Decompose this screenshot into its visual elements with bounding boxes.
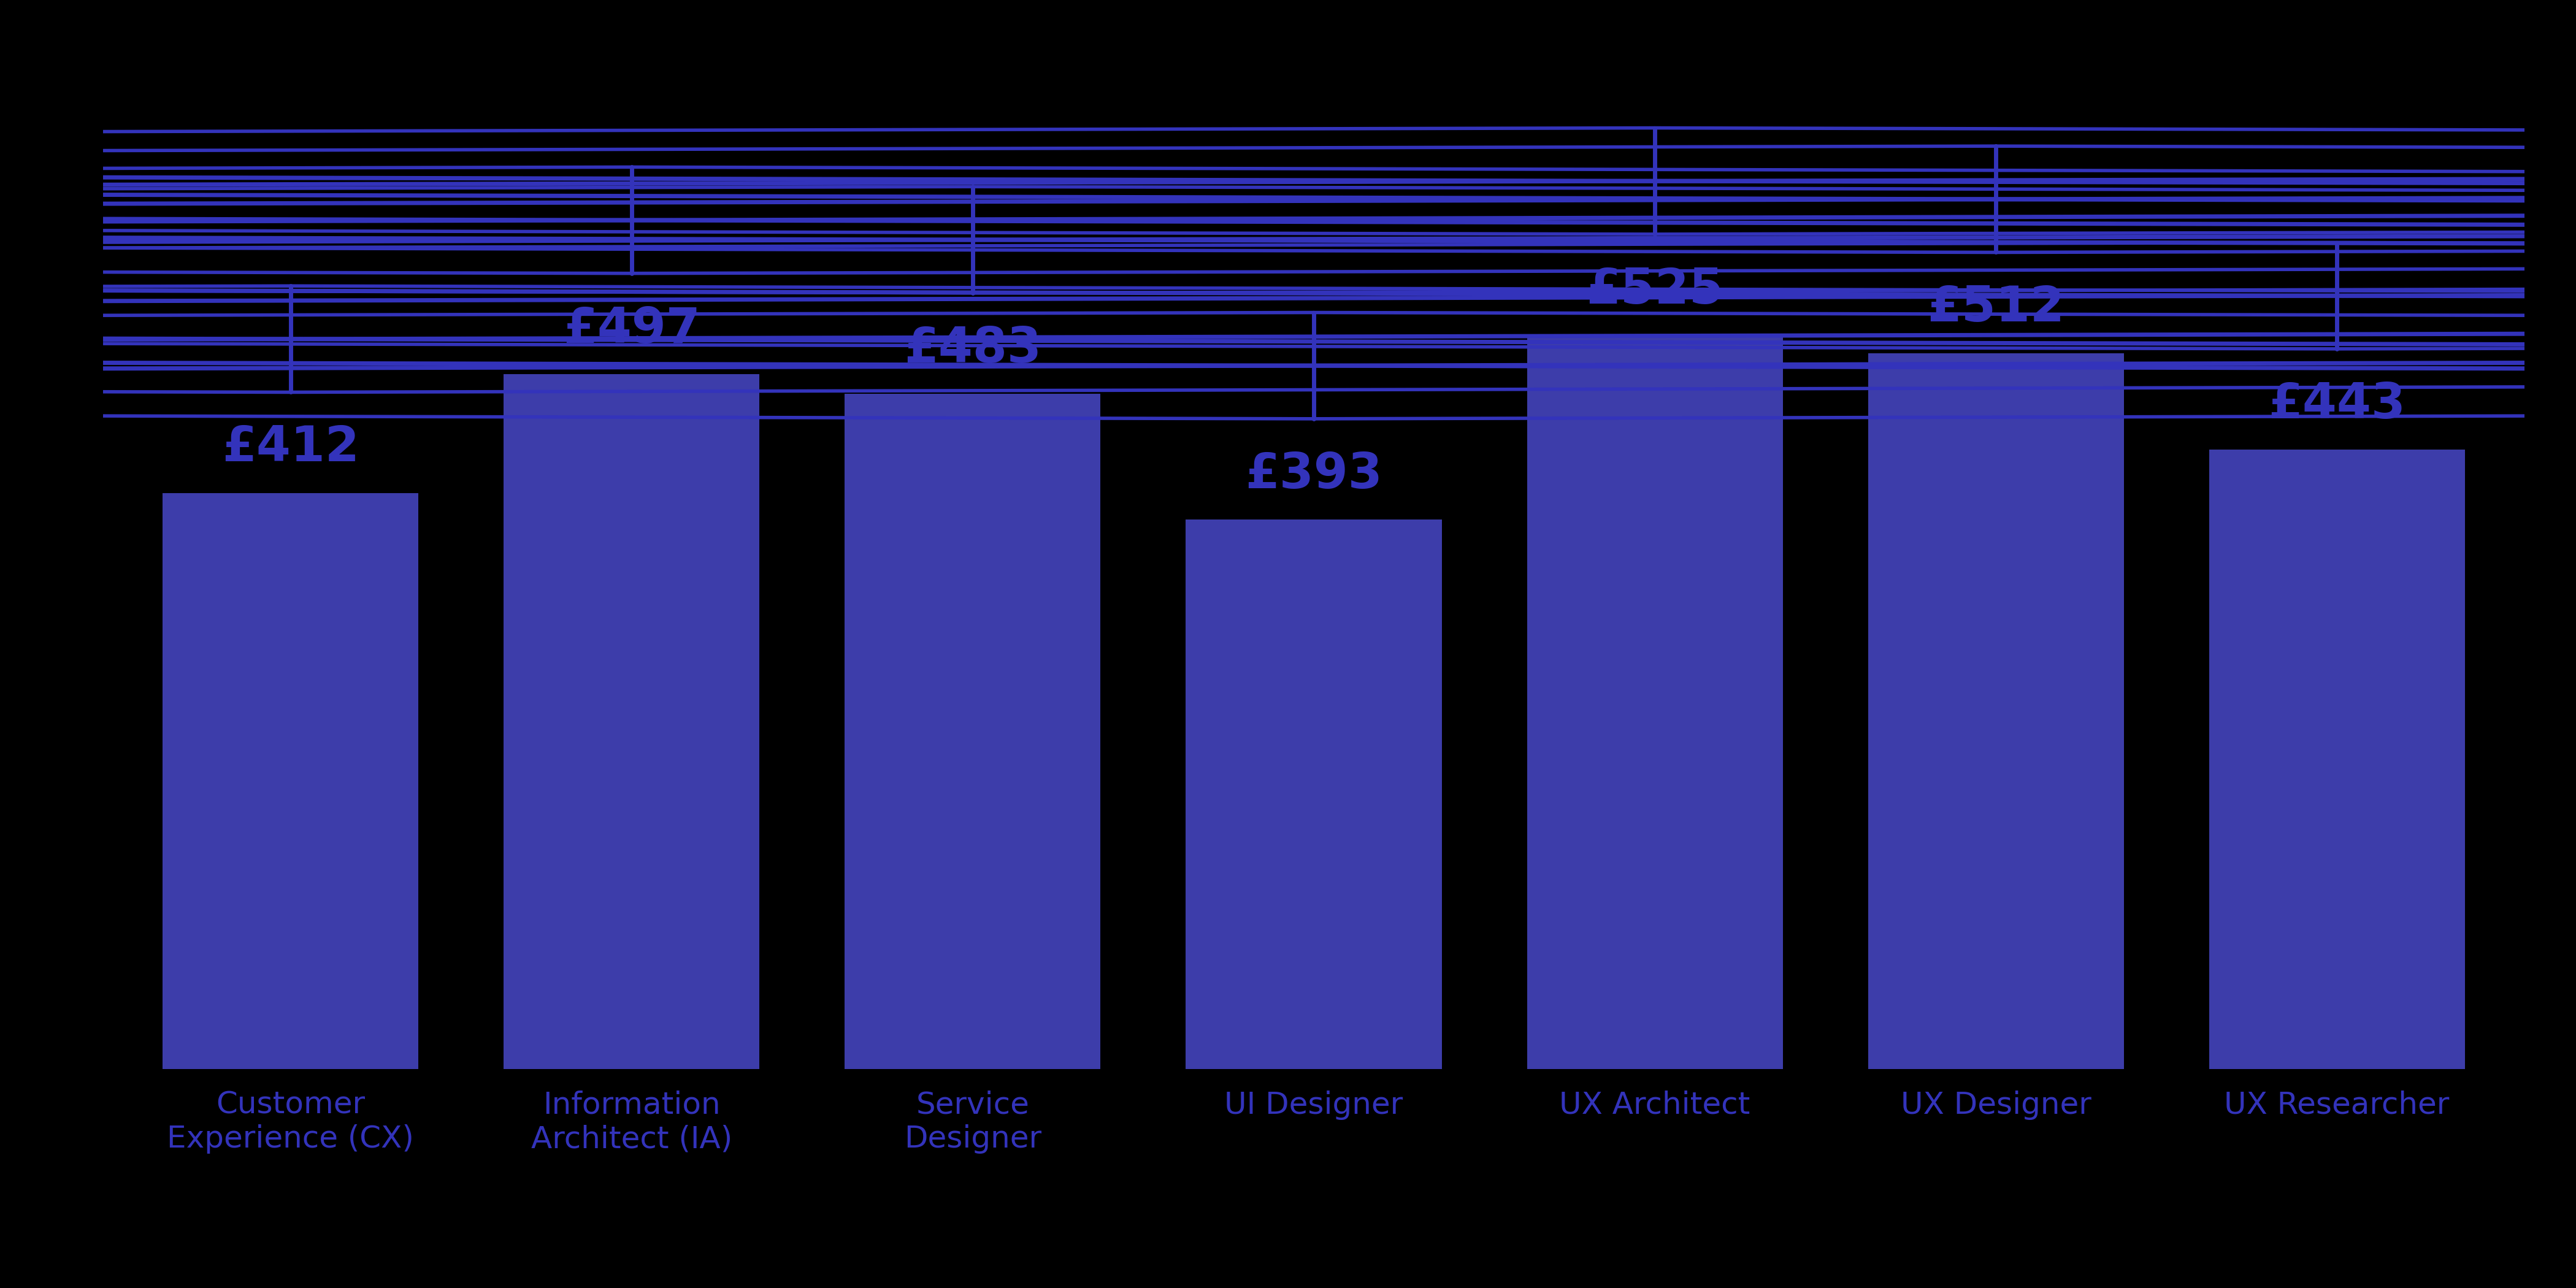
Text: £512: £512: [1927, 285, 2063, 332]
Text: £525: £525: [1587, 267, 1723, 314]
Bar: [845, 394, 1100, 1069]
Text: £393: £393: [1244, 451, 1383, 498]
Text: £497: £497: [564, 305, 701, 353]
Text: £412: £412: [222, 424, 358, 471]
Bar: [1868, 353, 2123, 1069]
Text: £443: £443: [2269, 381, 2406, 429]
Bar: [505, 374, 760, 1069]
Bar: [162, 493, 417, 1069]
Bar: [1185, 519, 1443, 1069]
Bar: [1528, 335, 1783, 1069]
Bar: [2210, 450, 2465, 1069]
Text: £483: £483: [904, 325, 1041, 372]
